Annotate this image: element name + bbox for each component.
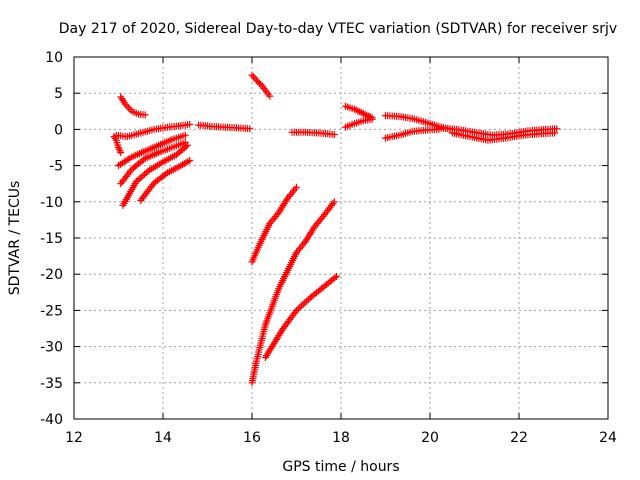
data-point xyxy=(162,170,170,178)
data-point xyxy=(248,71,256,79)
data-point xyxy=(553,125,561,133)
plot-frame xyxy=(73,56,609,420)
data-point xyxy=(293,306,300,314)
data-point xyxy=(140,156,147,164)
y-tick-label: -20 xyxy=(40,267,63,283)
series-arc-4 xyxy=(115,131,189,170)
x-axis-label: GPS time / hours xyxy=(282,459,399,475)
y-tick-label: -10 xyxy=(40,195,63,211)
y-tick-label: -30 xyxy=(40,340,63,356)
y-tick-label: -40 xyxy=(40,412,63,428)
data-point xyxy=(299,300,307,308)
data-point xyxy=(296,303,304,311)
data-point xyxy=(303,297,310,305)
x-tick-label: 18 xyxy=(332,430,350,446)
chart-title: Day 217 of 2020, Sidereal Day-to-day VTE… xyxy=(59,21,617,37)
data-point xyxy=(330,198,338,206)
y-tick-label: -35 xyxy=(40,376,63,392)
y-tick-label: -25 xyxy=(40,303,63,319)
data-point xyxy=(294,305,302,313)
data-point xyxy=(115,145,123,153)
y-tick-label: -5 xyxy=(49,159,63,175)
data-point xyxy=(115,144,122,151)
x-tick-label: 12 xyxy=(65,430,83,446)
data-point xyxy=(182,143,190,151)
data-point xyxy=(359,110,367,117)
y-tick-label: 10 xyxy=(45,50,63,66)
data-point xyxy=(181,131,189,139)
y-tick-labels: 10 5 0 -5 -10 -15 -20 -25 -30 -35 -40 xyxy=(40,50,63,428)
data-point xyxy=(330,131,338,138)
data-point xyxy=(246,125,254,133)
series-arc-5 xyxy=(117,138,189,188)
data-point xyxy=(186,157,194,164)
data-point xyxy=(184,141,191,149)
y-tick-label: -15 xyxy=(40,231,63,247)
series-arc-8 xyxy=(195,121,254,133)
series-arc-3 xyxy=(117,93,149,119)
data-point xyxy=(141,111,149,119)
x-tick-label: 22 xyxy=(510,430,528,446)
data-point xyxy=(255,79,263,87)
series-arc-13 xyxy=(288,128,338,138)
data-point xyxy=(116,147,124,155)
series-arc-9 xyxy=(248,71,274,100)
data-point xyxy=(298,302,305,310)
data-marks xyxy=(110,71,561,387)
data-point xyxy=(144,167,152,175)
x-tick-label: 14 xyxy=(154,430,172,446)
data-point xyxy=(250,73,257,81)
grid-layer xyxy=(74,57,608,419)
series-arc-19 xyxy=(448,129,559,144)
x-tick-label: 16 xyxy=(243,430,261,446)
data-point xyxy=(186,120,194,128)
y-axis-label: SDTVAR / TECUs xyxy=(7,181,23,296)
series-arc-12 xyxy=(261,272,340,361)
data-point xyxy=(117,149,125,157)
data-point xyxy=(266,92,274,100)
series-arc-17 xyxy=(382,125,443,142)
data-point xyxy=(293,183,300,191)
data-point xyxy=(331,274,339,282)
series-arc-6 xyxy=(119,141,191,209)
series-arc-1 xyxy=(110,133,125,157)
y-tick-label: 5 xyxy=(54,86,63,102)
x-tick-labels: 12 14 16 18 20 22 24 xyxy=(65,430,617,446)
data-point xyxy=(333,272,340,280)
data-point xyxy=(301,299,309,307)
series-arc-14 xyxy=(342,102,376,122)
data-point xyxy=(368,115,376,123)
data-point xyxy=(551,129,559,137)
data-point xyxy=(149,181,157,189)
y-tick-label: 0 xyxy=(54,122,63,138)
x-tick-label: 24 xyxy=(599,430,617,446)
series-arc-2 xyxy=(112,120,194,141)
series-arc-15 xyxy=(342,115,376,131)
series-arc-11 xyxy=(248,198,338,387)
series-arc-10 xyxy=(248,183,300,266)
x-tick-label: 20 xyxy=(421,430,439,446)
series-arc-7 xyxy=(137,157,194,204)
data-point xyxy=(125,104,132,112)
